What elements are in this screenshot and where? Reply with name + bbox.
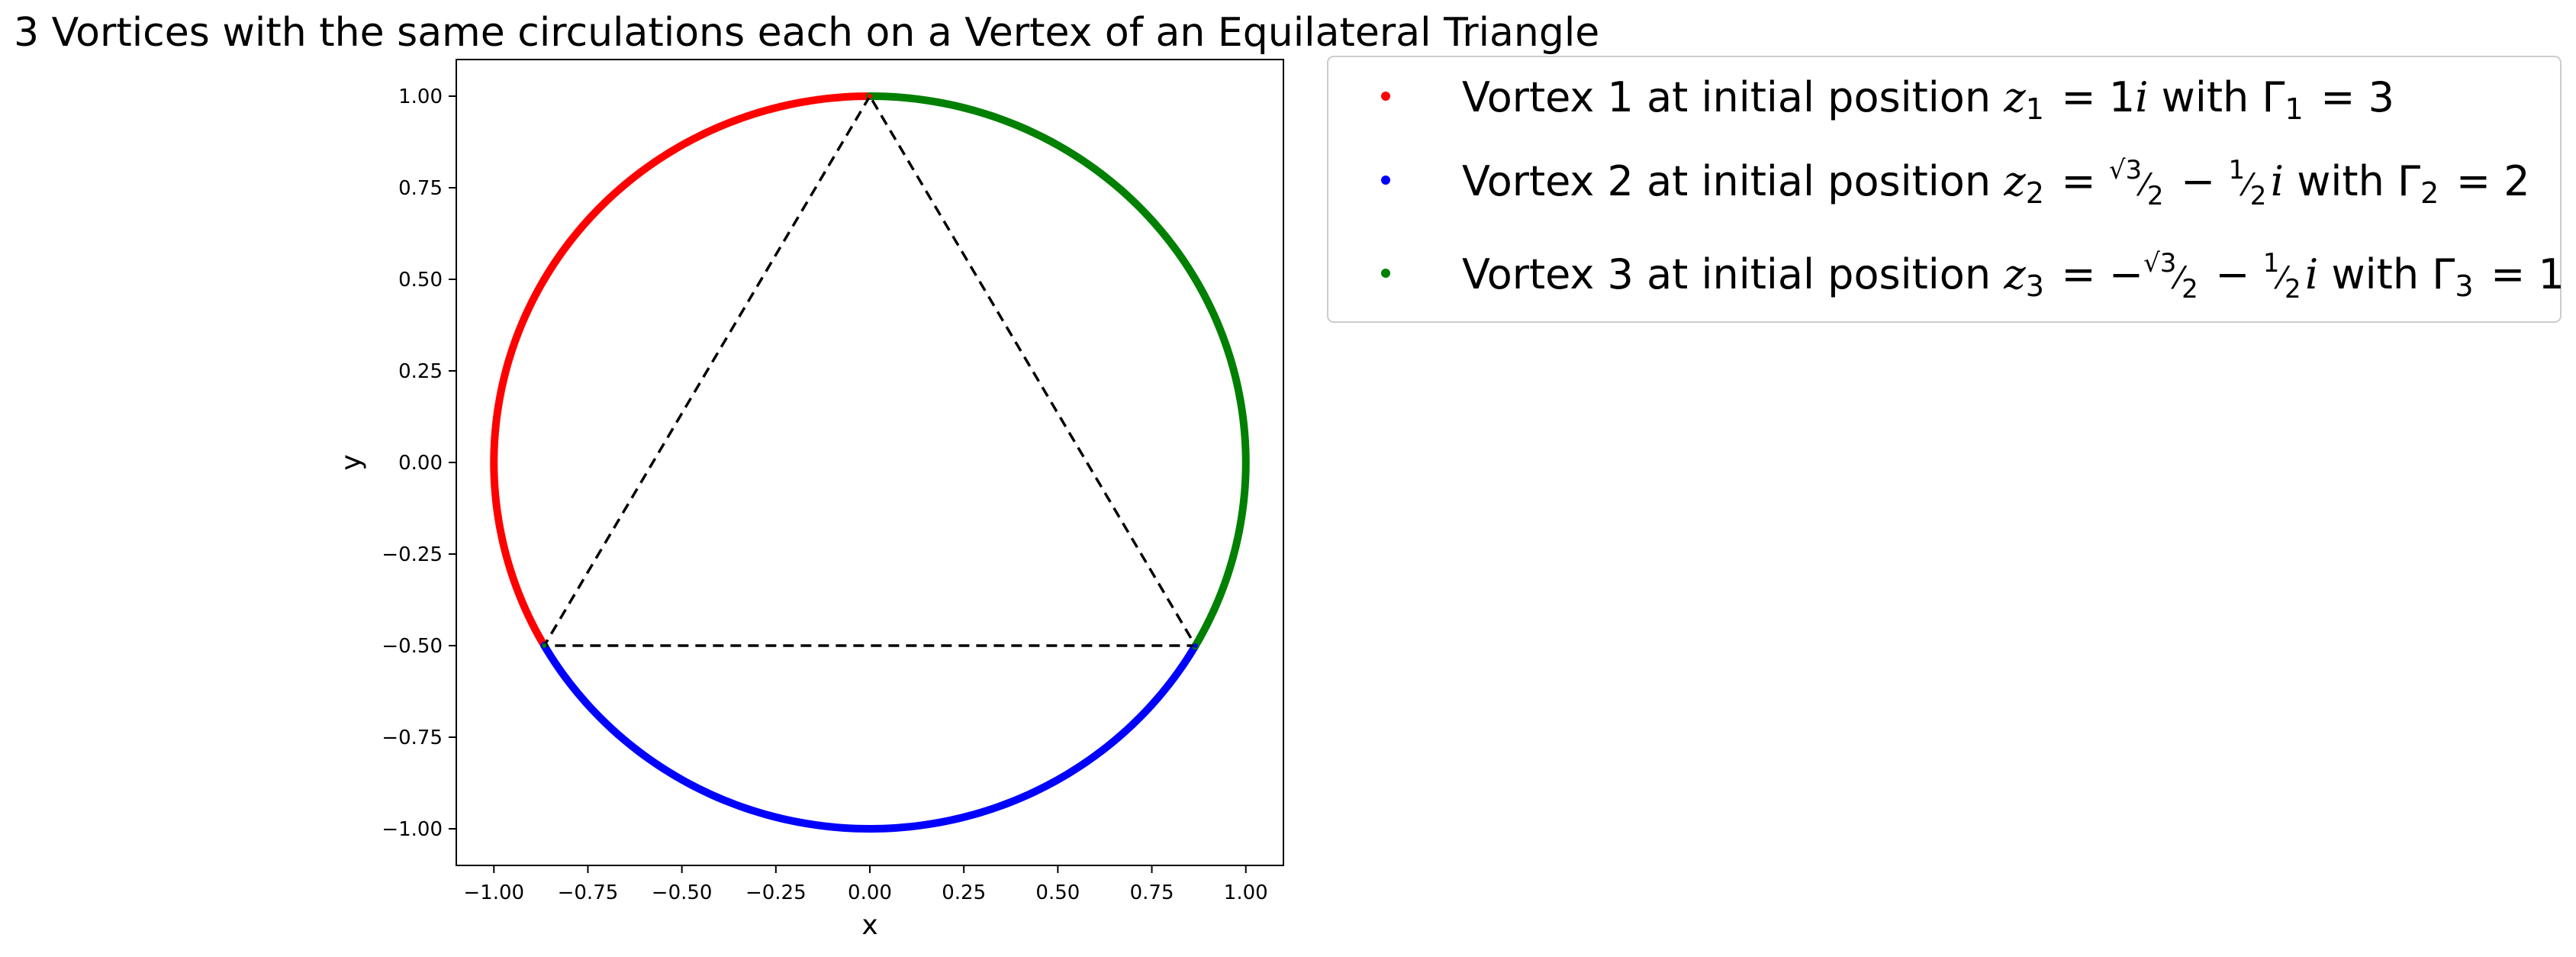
legend-entry-3: Vortex 3 at initial position z3 = −√3⁄2 … (1462, 248, 2565, 304)
vortex-3-initial-point (542, 643, 547, 648)
legend-box (1327, 56, 2562, 323)
y-tick-label: −0.50 (382, 635, 443, 658)
vortex-1-initial-point (868, 94, 872, 98)
x-tick-label: 0.50 (1035, 881, 1080, 904)
x-tick-label: −1.00 (463, 881, 524, 904)
y-tick-label: 0.75 (398, 177, 443, 200)
y-tick-label: −1.00 (382, 818, 443, 841)
x-tick-label: −0.25 (745, 881, 807, 904)
y-tick-label: 0.25 (398, 360, 443, 383)
y-tick-label: −0.25 (382, 543, 443, 566)
x-tick-label: 0.75 (1130, 881, 1174, 904)
legend: Vortex 1 at initial position z1 = 1i wit… (1381, 73, 2565, 304)
legend-marker-2 (1381, 176, 1390, 185)
series-3-trajectory (866, 92, 1250, 649)
series-2-trajectory (540, 642, 1199, 833)
x-axis-label: x (861, 910, 877, 941)
plot-area (456, 59, 1284, 866)
x-tick-label: −0.75 (558, 881, 619, 904)
x-tick-label: 0.25 (942, 881, 986, 904)
legend-marker-1 (1381, 92, 1390, 101)
x-tick-label: 1.00 (1224, 881, 1268, 904)
legend-entry-2: Vortex 2 at initial position z2 = √3⁄2 −… (1462, 155, 2530, 211)
legend-marker-3 (1381, 269, 1390, 278)
x-tick-label: 0.00 (848, 881, 892, 904)
y-axis-label: y (336, 454, 367, 470)
plot-content (490, 92, 1250, 833)
y-tick-label: 1.00 (398, 85, 443, 108)
y-tick-label: 0.00 (398, 452, 443, 475)
y-tick-label: −0.75 (382, 727, 443, 749)
y-tick-label: 0.50 (398, 269, 443, 292)
series-1-trajectory (490, 92, 874, 649)
x-axis: −1.00 −0.75 −0.50 −0.25 0.00 0.25 0.50 0.75 1.00 (463, 865, 1268, 904)
triangle-outline (542, 93, 1198, 647)
y-axis: −1.00 −0.75 −0.50 −0.25 0.00 0.25 0.50 0.75 1.00 (382, 85, 456, 841)
x-tick-label: −0.50 (652, 881, 713, 904)
legend-entry-1: Vortex 1 at initial position z1 = 1i wit… (1462, 73, 2394, 126)
vortex-2-initial-point (1193, 643, 1198, 648)
chart-title: 3 Vortices with the same circulations ea… (14, 10, 1599, 56)
